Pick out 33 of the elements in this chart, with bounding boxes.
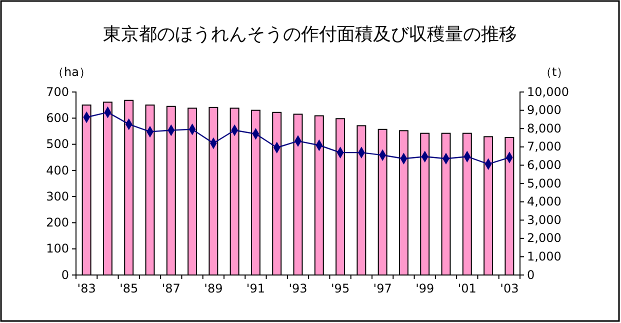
chart-title: 東京都のほうれんそうの作付面積及び収穫量の推移 (103, 24, 517, 45)
y-tick-label: 500 (46, 137, 69, 152)
x-tick-label: '97 (373, 281, 392, 296)
y2-tick-label: 10,000 (527, 84, 569, 99)
y2-tick-label: 4,000 (527, 194, 562, 209)
y2-tick-label: 6,000 (527, 158, 562, 172)
x-tick-label: '87 (162, 281, 180, 296)
y2-tick-label: 3,000 (527, 212, 562, 227)
x-tick-label: '93 (288, 281, 308, 296)
x-tick-label: '89 (204, 281, 223, 296)
y-tick-label: 0 (61, 268, 69, 282)
y-tick-label: 100 (46, 242, 69, 256)
y2-axis-title: （t） (540, 65, 569, 79)
x-tick-label: '83 (77, 281, 96, 296)
x-tick-label: '03 (500, 281, 519, 296)
x-tick-label: '91 (246, 281, 266, 296)
x-tick-label: '01 (458, 281, 476, 296)
y-tick-label: 600 (46, 110, 69, 125)
y2-tick-label: 2,000 (527, 231, 562, 246)
x-tick-label: '95 (330, 281, 350, 296)
y2-tick-label: 1,000 (527, 250, 562, 264)
y-axis-title: （ha） (52, 65, 91, 79)
y2-tick-label: 0 (527, 268, 535, 282)
y-tick-label: 400 (46, 163, 69, 178)
y-tick-label: 700 (46, 84, 69, 99)
y2-tick-label: 9,000 (527, 103, 562, 118)
y-tick-label: 200 (46, 216, 69, 230)
x-tick-label: '99 (416, 281, 434, 296)
y-tick-label: 300 (46, 189, 69, 204)
y2-tick-label: 5,000 (527, 176, 562, 190)
y2-tick-label: 8,000 (527, 121, 562, 136)
x-tick-label: '85 (120, 281, 138, 296)
y2-tick-label: 7,000 (527, 140, 562, 154)
